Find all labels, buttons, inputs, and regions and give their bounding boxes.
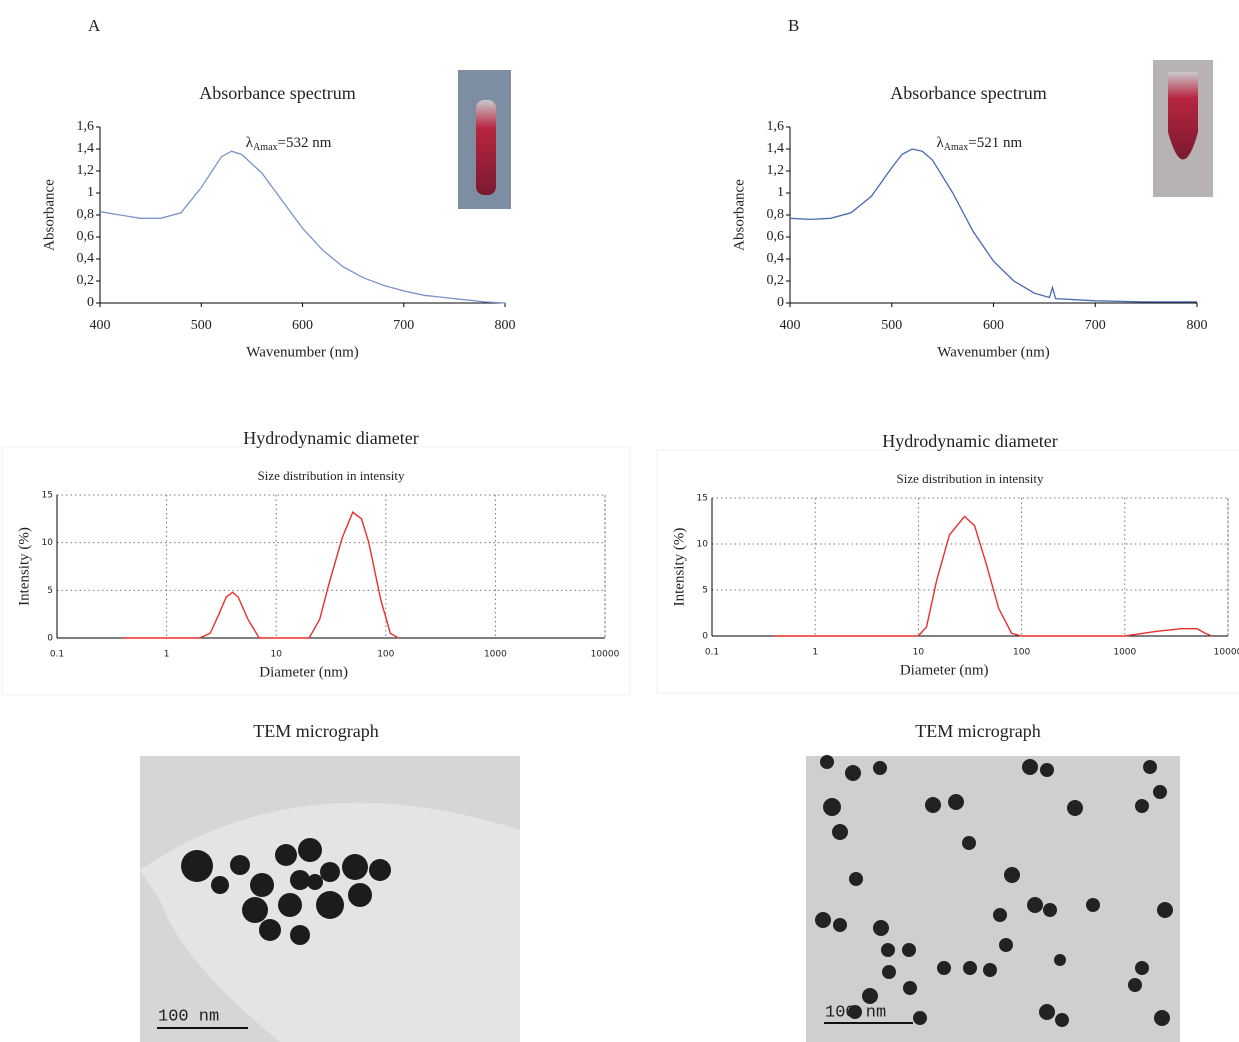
x-tick-label: 0.1 [50, 650, 64, 660]
scale-bar-label: 100 nm [825, 1003, 886, 1022]
x-tick-label: 600 [983, 318, 1004, 333]
y-tick-label: 0 [777, 295, 784, 310]
tem-title: TEM micrograph [253, 721, 378, 741]
y-tick-label: 1 [777, 185, 784, 200]
chart-title: Hydrodynamic diameter [882, 431, 1057, 451]
plot-panel [1, 446, 631, 696]
y-tick-label: 15 [697, 494, 708, 504]
plot-frame [711, 497, 1229, 637]
chart-title: Absorbance spectrum [890, 83, 1046, 103]
x-tick-label: 800 [1187, 318, 1208, 333]
plot-frame [56, 494, 606, 639]
peak-annotation: λAmax=521 nm [937, 135, 1023, 153]
annotation-part: λ [246, 135, 254, 151]
x-tick-label: 1 [164, 650, 170, 660]
y-tick-label: 0 [702, 632, 708, 642]
x-tick-label: 600 [292, 318, 313, 333]
x-tick-label: 1 [812, 648, 818, 658]
vial-photo [458, 70, 511, 209]
data-line [774, 515, 1213, 637]
x-tick-label: 700 [393, 318, 414, 333]
y-tick-label: 0,6 [77, 229, 95, 244]
panel-label: B [788, 16, 799, 35]
x-tick-label: 500 [881, 318, 902, 333]
x-axis-label: Wavenumber (nm) [937, 344, 1050, 360]
panel-label: A [88, 16, 101, 35]
y-axis-label: Absorbance [41, 179, 57, 251]
annotation-part: Amax [253, 142, 277, 153]
x-axis-label: Wavenumber (nm) [246, 344, 359, 360]
y-axis-label: Intensity (%) [671, 528, 687, 607]
y-tick-label: 15 [42, 491, 53, 501]
x-tick-label: 400 [780, 318, 801, 333]
y-tick-label: 5 [47, 586, 53, 596]
vial-photo [1153, 60, 1213, 197]
plot-panel [656, 449, 1239, 694]
y-tick-label: 1,4 [767, 141, 785, 156]
y-tick-label: 1,2 [77, 163, 95, 178]
y-tick-label: 10 [697, 540, 709, 550]
x-tick-label: 100 [377, 650, 394, 660]
annotation-part: =532 nm [278, 135, 332, 151]
x-tick-label: 0.1 [705, 648, 719, 658]
y-tick-label: 1 [87, 185, 94, 200]
data-line [122, 511, 399, 639]
scale-bar-label: 100 nm [158, 1007, 219, 1026]
y-tick-label: 1,2 [767, 163, 785, 178]
x-tick-label: 100 [1013, 648, 1030, 658]
annotation-part: Amax [944, 142, 968, 153]
chart-subtitle: Size distribution in intensity [258, 468, 405, 483]
y-axis-label: Absorbance [731, 179, 747, 251]
y-tick-label: 0,6 [767, 229, 785, 244]
y-tick-label: 0,4 [767, 251, 785, 266]
x-axis-label: Diameter (nm) [900, 662, 989, 678]
x-tick-label: 10 [270, 650, 282, 660]
x-tick-label: 10000 [1214, 648, 1239, 658]
y-tick-label: 0,8 [77, 207, 95, 222]
y-tick-label: 0,2 [767, 273, 785, 288]
annotation-part: λ [937, 135, 945, 151]
x-tick-label: 400 [90, 318, 111, 333]
y-tick-label: 1,4 [77, 141, 95, 156]
peak-annotation: λAmax=532 nm [246, 135, 332, 153]
data-line [789, 148, 1197, 303]
tem-image [140, 756, 520, 1042]
y-tick-label: 0 [87, 295, 94, 310]
y-tick-label: 1,6 [767, 119, 785, 134]
y-tick-label: 0,2 [77, 273, 95, 288]
x-axis-label: Diameter (nm) [259, 664, 348, 680]
tem-image [806, 755, 1180, 1042]
x-tick-label: 500 [191, 318, 212, 333]
x-tick-label: 10000 [591, 650, 620, 660]
x-tick-label: 1000 [1113, 648, 1136, 658]
x-tick-label: 800 [495, 318, 516, 333]
data-line [99, 150, 506, 304]
y-tick-label: 0,8 [767, 207, 785, 222]
y-tick-label: 0,4 [77, 251, 95, 266]
x-tick-label: 10 [913, 648, 925, 658]
y-tick-label: 5 [702, 586, 708, 596]
y-tick-label: 10 [42, 538, 54, 548]
y-axis-label: Intensity (%) [16, 527, 32, 606]
chart-title: Hydrodynamic diameter [243, 428, 418, 448]
chart-title: Absorbance spectrum [199, 83, 355, 103]
annotation-part: =521 nm [968, 135, 1022, 151]
x-tick-label: 700 [1085, 318, 1106, 333]
chart-subtitle: Size distribution in intensity [897, 471, 1044, 486]
x-tick-label: 1000 [484, 650, 507, 660]
y-tick-label: 1,6 [77, 119, 95, 134]
tem-title: TEM micrograph [915, 721, 1040, 741]
y-tick-label: 0 [47, 634, 53, 644]
